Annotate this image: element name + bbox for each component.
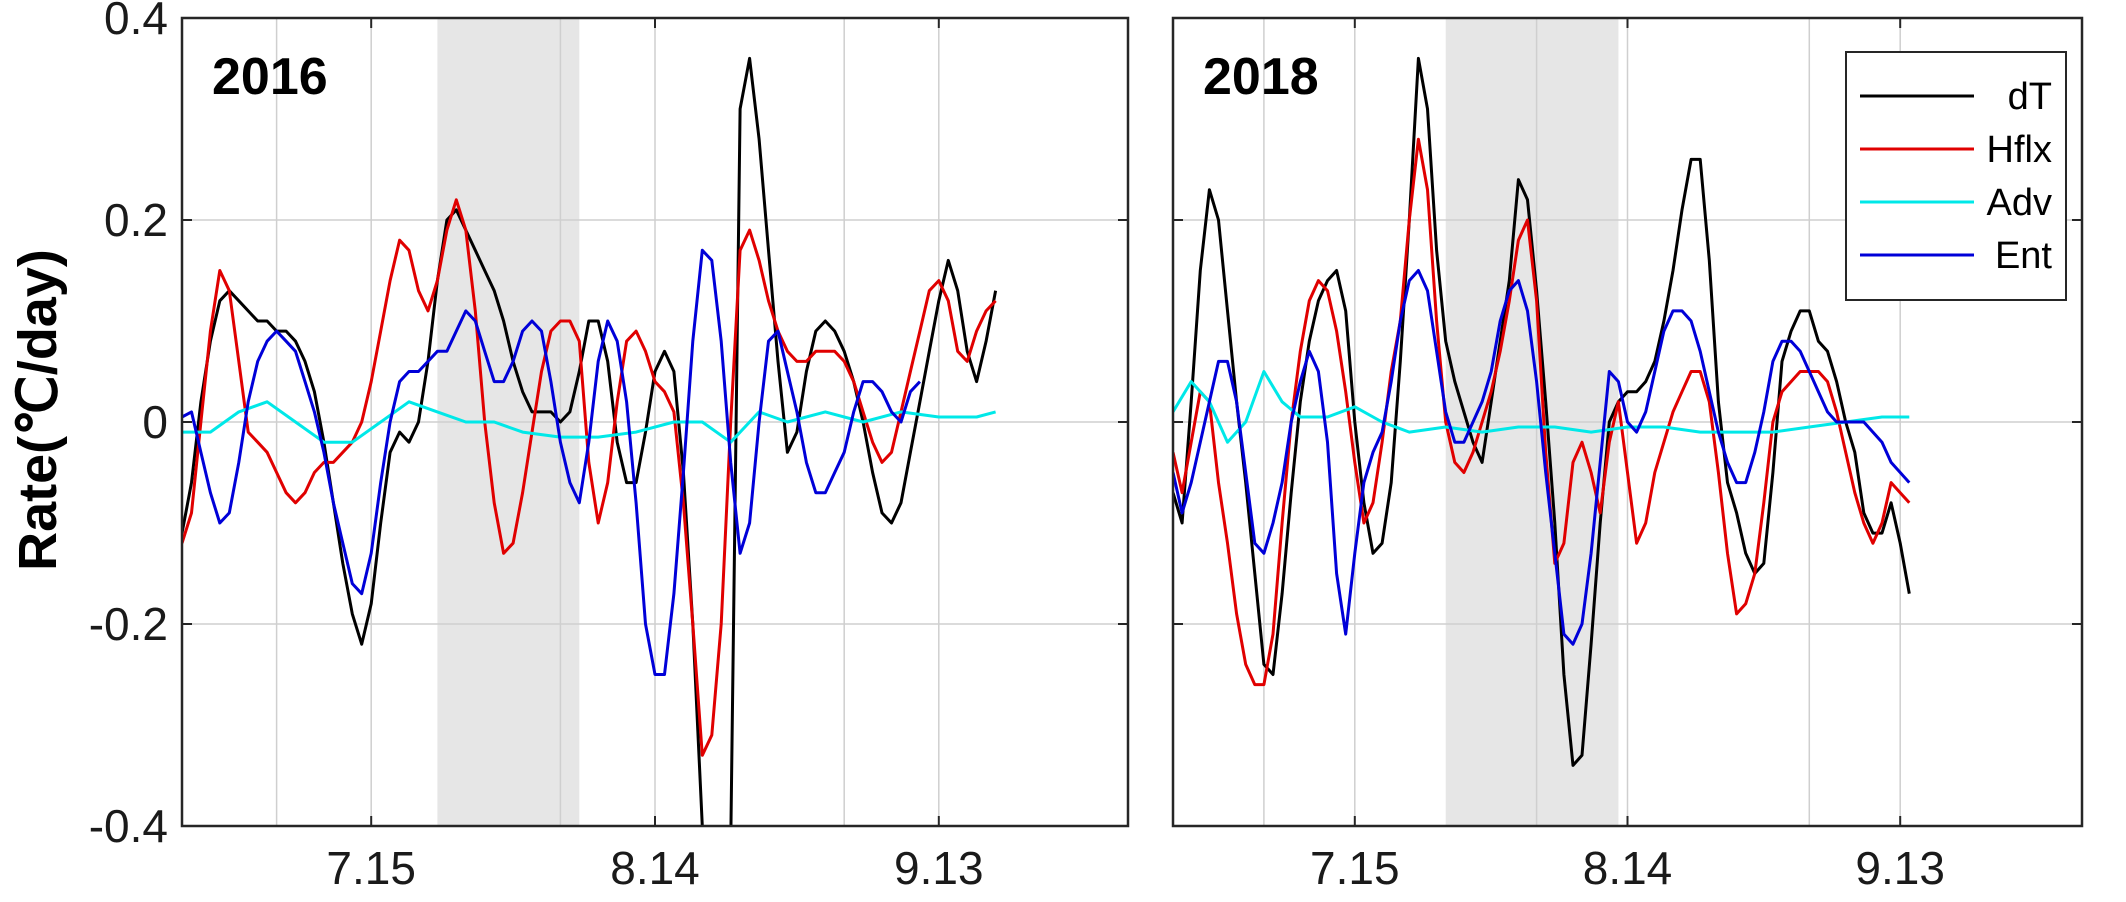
x-tick-label: 7.15 <box>1310 842 1400 894</box>
series-line-hflx <box>1173 137 1911 687</box>
panel-title: 2016 <box>212 48 328 106</box>
legend-label-adv: Adv <box>1987 182 2052 224</box>
x-tick-label: 8.14 <box>610 842 700 894</box>
panel-title: 2018 <box>1203 48 1319 106</box>
x-tick-label: 9.13 <box>894 842 984 894</box>
y-tick-label: 0.2 <box>104 194 168 246</box>
y-tick-label: -0.4 <box>89 800 168 852</box>
legend-label-ent: Ent <box>1995 235 2052 277</box>
series-group <box>1173 56 1911 767</box>
series-line-dt <box>1173 56 1911 767</box>
series-line-hflx <box>182 198 997 757</box>
legend: dT Hflx Adv Ent <box>1845 51 2067 301</box>
y-tick-label: -0.2 <box>89 598 168 650</box>
legend-label-hflx: Hflx <box>1987 129 2052 171</box>
series-line-ent <box>182 248 921 676</box>
x-tick-label: 9.13 <box>1855 842 1945 894</box>
y-tick-label: 0 <box>142 396 168 448</box>
series-line-ent <box>1173 269 1911 646</box>
x-tick-label: 8.14 <box>1583 842 1673 894</box>
series-group <box>182 56 998 826</box>
legend-label-dt: dT <box>2008 76 2052 118</box>
panel-2: 7.15 8.14 9.13 2018 dT Hflx Adv Ent <box>1171 16 2084 894</box>
chart-panels: 7.15 8.14 9.13 -0.4 -0.2 0 0.2 0.4 2016 7.15 8.14 9… <box>89 0 2084 894</box>
x-tick-label: 7.15 <box>326 842 416 894</box>
series-line-dt <box>182 56 998 826</box>
panel-1: 7.15 8.14 9.13 -0.4 -0.2 0 0.2 0.4 2016 <box>89 0 1130 894</box>
y-axis-label: Rate(℃/day) <box>8 249 68 571</box>
legend-box <box>1845 51 2067 301</box>
y-tick-label: 0.4 <box>104 0 168 44</box>
series-line-adv <box>1173 370 1910 444</box>
